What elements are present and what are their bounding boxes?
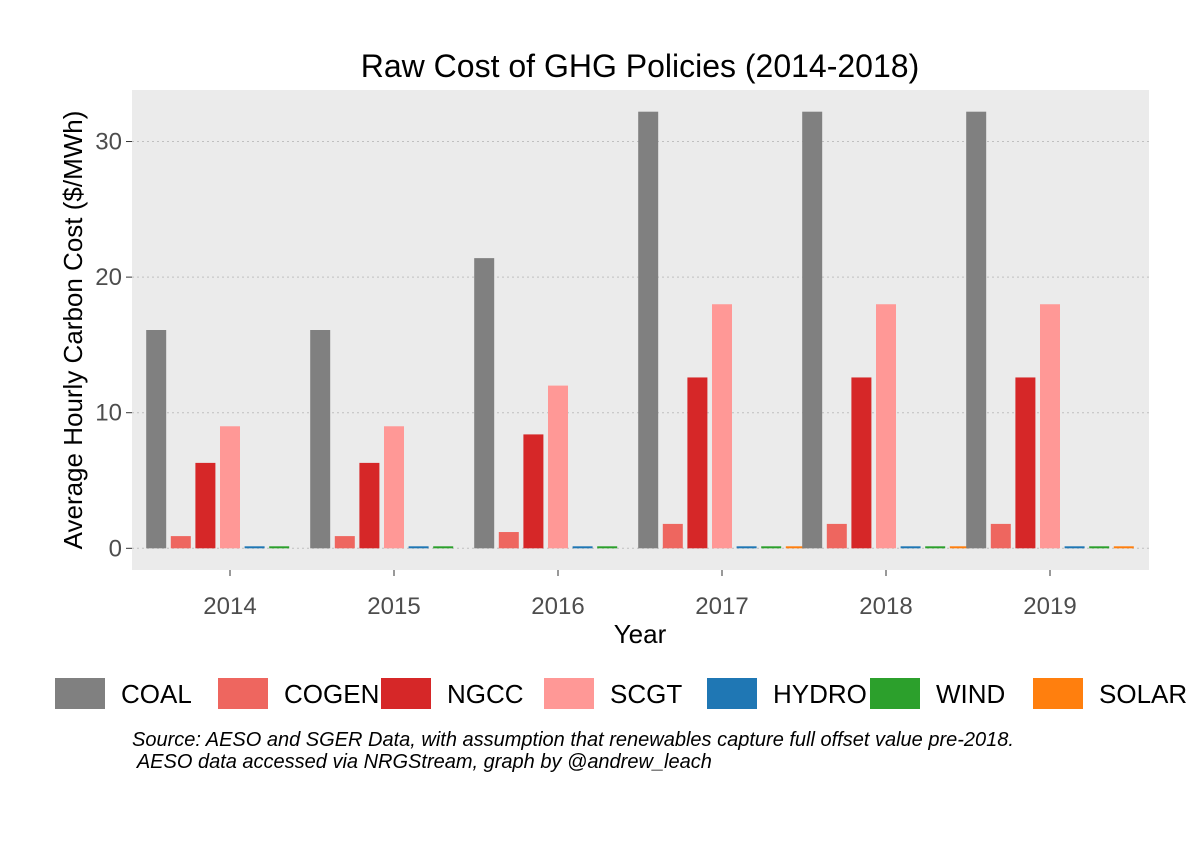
- bar-solar-2019: [1113, 546, 1134, 549]
- legend-key-cogen: [218, 678, 268, 709]
- bar-wind-2018: [925, 546, 946, 549]
- bars: [146, 111, 1134, 549]
- chart-title: Raw Cost of GHG Policies (2014-2018): [361, 48, 919, 84]
- y-tick-label-30: 30: [95, 129, 122, 156]
- bar-solar-2018: [949, 546, 970, 549]
- bar-wind-2017: [761, 546, 782, 549]
- legend-key-solar: [1033, 678, 1083, 709]
- bar-scgt-2016: [548, 385, 568, 549]
- legend-label-cogen: COGEN: [284, 679, 379, 709]
- bar-wind-2016: [597, 546, 618, 549]
- y-axis-title: Average Hourly Carbon Cost ($/MWh): [58, 111, 88, 550]
- bar-cogen-2014: [170, 536, 191, 549]
- legend-label-scgt: SCGT: [610, 679, 682, 709]
- caption-line-1: Source: AESO and SGER Data, with assumpt…: [132, 729, 1014, 751]
- x-axis-title: Year: [614, 619, 667, 649]
- bar-scgt-2017: [712, 304, 732, 549]
- legend-label-wind: WIND: [936, 679, 1005, 709]
- bar-ngcc-2015: [359, 462, 380, 549]
- bar-scgt-2015: [384, 426, 404, 549]
- bar-coal-2015: [310, 330, 331, 549]
- legend-key-hydro: [707, 678, 757, 709]
- bar-coal-2014: [146, 330, 167, 549]
- y-tick-label-20: 20: [95, 264, 122, 291]
- bar-ngcc-2019: [1015, 377, 1036, 549]
- bar-coal-2018: [802, 111, 823, 549]
- legend-key-scgt: [544, 678, 594, 709]
- y-tick-label-0: 0: [109, 535, 122, 562]
- bar-ngcc-2016: [523, 434, 544, 549]
- bar-hydro-2016: [572, 546, 593, 549]
- bar-ngcc-2018: [851, 377, 872, 549]
- caption-line-2: AESO data accessed via NRGStream, graph …: [132, 751, 712, 773]
- bar-hydro-2015: [408, 546, 429, 549]
- x-tick-label-2016: 2016: [531, 593, 584, 620]
- x-tick-label-2017: 2017: [695, 593, 748, 620]
- bar-hydro-2019: [1064, 546, 1085, 549]
- bar-cogen-2017: [662, 523, 683, 549]
- bar-coal-2016: [474, 258, 495, 549]
- legend-label-ngcc: NGCC: [447, 679, 524, 709]
- legend-key-wind: [870, 678, 920, 709]
- bar-ngcc-2017: [687, 377, 708, 549]
- y-tick-label-10: 10: [95, 400, 122, 427]
- bar-cogen-2015: [334, 536, 355, 549]
- bar-coal-2019: [966, 111, 987, 549]
- bar-ngcc-2014: [195, 462, 216, 549]
- legend-key-ngcc: [381, 678, 431, 709]
- bar-wind-2014: [269, 546, 290, 549]
- bar-hydro-2014: [244, 546, 265, 549]
- legend-label-hydro: HYDRO: [773, 679, 867, 709]
- x-tick-label-2014: 2014: [203, 593, 256, 620]
- bar-wind-2015: [433, 546, 454, 549]
- bar-solar-2017: [785, 546, 806, 549]
- legend-key-coal: [55, 678, 105, 709]
- bar-cogen-2019: [990, 523, 1011, 549]
- axes: 0 10 20 30 2014 2015 2016 2017 2018 2019: [95, 129, 1076, 620]
- bar-scgt-2019: [1040, 304, 1060, 549]
- bar-wind-2019: [1089, 546, 1110, 549]
- x-tick-label-2015: 2015: [367, 593, 420, 620]
- x-tick-label-2019: 2019: [1023, 593, 1076, 620]
- x-tick-label-2018: 2018: [859, 593, 912, 620]
- bar-hydro-2018: [900, 546, 921, 549]
- bar-hydro-2017: [736, 546, 757, 549]
- legend: COAL COGEN NGCC SCGT HYDRO WIND SOLAR: [55, 678, 1187, 709]
- bar-scgt-2018: [876, 304, 896, 549]
- bar-cogen-2016: [498, 532, 519, 549]
- legend-label-coal: COAL: [121, 679, 192, 709]
- bar-scgt-2014: [220, 426, 240, 549]
- legend-label-solar: SOLAR: [1099, 679, 1187, 709]
- bar-cogen-2018: [826, 523, 847, 549]
- bar-coal-2017: [638, 111, 659, 549]
